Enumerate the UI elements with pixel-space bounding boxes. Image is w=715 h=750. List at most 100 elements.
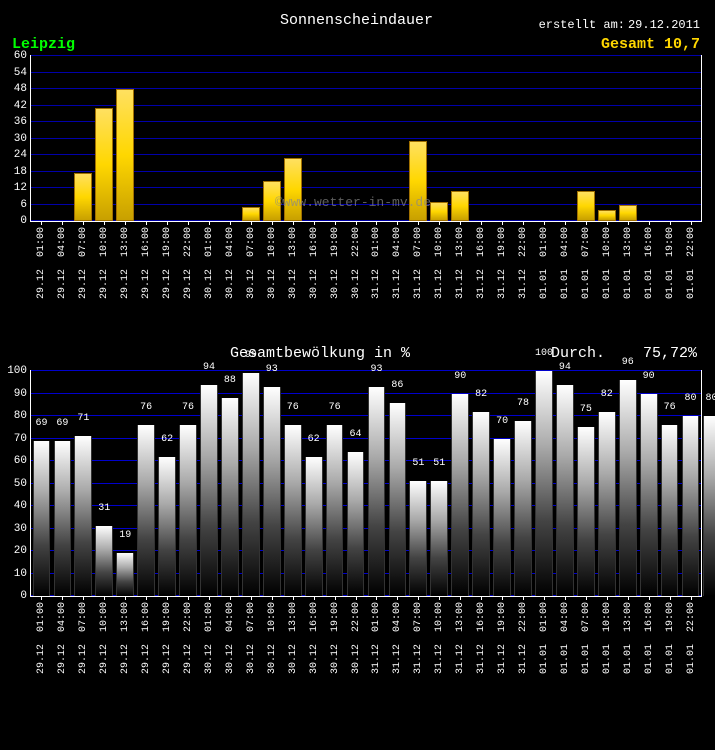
x-tick-time: 01:00 [36,602,47,632]
y-tick-label: 20 [14,545,27,557]
x-tick-date: 31.12 [413,644,424,674]
bar [409,481,427,596]
x-tick-time: 07:00 [78,602,89,632]
bar [137,425,155,596]
x-tick-date: 31.12 [476,644,487,674]
x-tick-date: 01.01 [602,269,613,299]
bar-value-label: 93 [266,364,278,375]
gridline [31,370,701,371]
x-tick-date: 30.12 [225,644,236,674]
bar-value-label: 88 [224,375,236,386]
x-tick-time: 16:00 [644,602,655,632]
bar-value-label: 94 [559,362,571,373]
x-tick-date: 30.12 [267,269,278,299]
bar-value-label: 64 [350,429,362,440]
x-tick-date: 30.12 [330,644,341,674]
x-tick-date: 29.12 [141,269,152,299]
x-tick-time: 19:00 [162,602,173,632]
sunshine-title: Sonnenscheindauer [280,12,433,29]
bar [535,371,553,596]
x-tick [481,221,482,225]
x-tick-date: 01.01 [539,644,550,674]
bar [263,387,281,596]
x-tick-time: 19:00 [665,602,676,632]
x-tick [335,221,336,225]
x-tick-date: 29.12 [120,644,131,674]
x-tick-date: 01.01 [644,269,655,299]
x-tick-date: 29.12 [141,644,152,674]
bar [661,425,679,596]
bar [116,553,134,596]
x-tick [439,221,440,225]
bar [326,425,344,596]
bar-value-label: 82 [601,389,613,400]
bar [703,416,715,596]
bar [640,394,658,597]
y-tick-label: 80 [14,410,27,422]
x-tick-time: 19:00 [497,602,508,632]
x-tick-date: 29.12 [99,644,110,674]
x-tick-time: 01:00 [539,227,550,257]
y-tick-label: 50 [14,478,27,490]
x-tick [251,221,252,225]
bar-value-label: 62 [161,434,173,445]
bar [305,457,323,597]
bar [54,441,72,596]
x-tick [41,596,42,600]
bar [242,373,260,596]
x-tick-date: 01.01 [686,269,697,299]
bar-value-label: 94 [203,362,215,373]
x-tick-date: 31.12 [413,269,424,299]
x-tick-time: 13:00 [623,227,634,257]
bar-value-label: 90 [454,371,466,382]
x-tick-time: 13:00 [455,227,466,257]
x-tick-time: 13:00 [623,602,634,632]
bar-value-label: 76 [182,402,194,413]
x-tick-time: 01:00 [204,602,215,632]
x-tick [544,221,545,225]
x-tick [586,221,587,225]
x-tick-date: 31.12 [497,269,508,299]
bar-value-label: 90 [643,371,655,382]
x-tick-time: 04:00 [560,602,571,632]
x-tick [523,596,524,600]
x-tick-date: 30.12 [204,269,215,299]
x-tick [376,596,377,600]
y-tick-label: 6 [20,199,27,211]
x-tick [460,221,461,225]
x-tick [356,596,357,600]
bar-value-label: 76 [140,402,152,413]
x-tick-date: 31.12 [497,644,508,674]
x-tick [230,221,231,225]
x-tick-time: 07:00 [413,602,424,632]
x-tick [167,221,168,225]
x-tick-time: 16:00 [141,227,152,257]
x-tick-date: 01.01 [581,644,592,674]
bar [200,385,218,597]
x-tick-date: 31.12 [518,269,529,299]
bar [682,416,700,596]
y-tick-label: 42 [14,100,27,112]
x-tick [649,221,650,225]
x-tick-time: 07:00 [246,602,257,632]
y-tick-label: 100 [7,365,27,377]
x-tick-date: 01.01 [644,644,655,674]
x-tick [628,221,629,225]
y-tick-label: 60 [14,50,27,62]
x-tick [62,221,63,225]
x-tick [397,596,398,600]
x-tick-date: 31.12 [392,269,403,299]
x-tick-time: 07:00 [581,227,592,257]
x-tick [188,221,189,225]
x-tick-date: 31.12 [455,644,466,674]
x-tick-date: 01.01 [623,644,634,674]
y-tick-label: 70 [14,433,27,445]
x-tick-date: 01.01 [560,269,571,299]
bar [493,439,511,597]
bar [221,398,239,596]
x-tick [83,596,84,600]
x-tick [209,221,210,225]
bar [577,427,595,596]
x-tick-date: 30.12 [246,644,257,674]
total-value: 10,7 [664,36,700,53]
